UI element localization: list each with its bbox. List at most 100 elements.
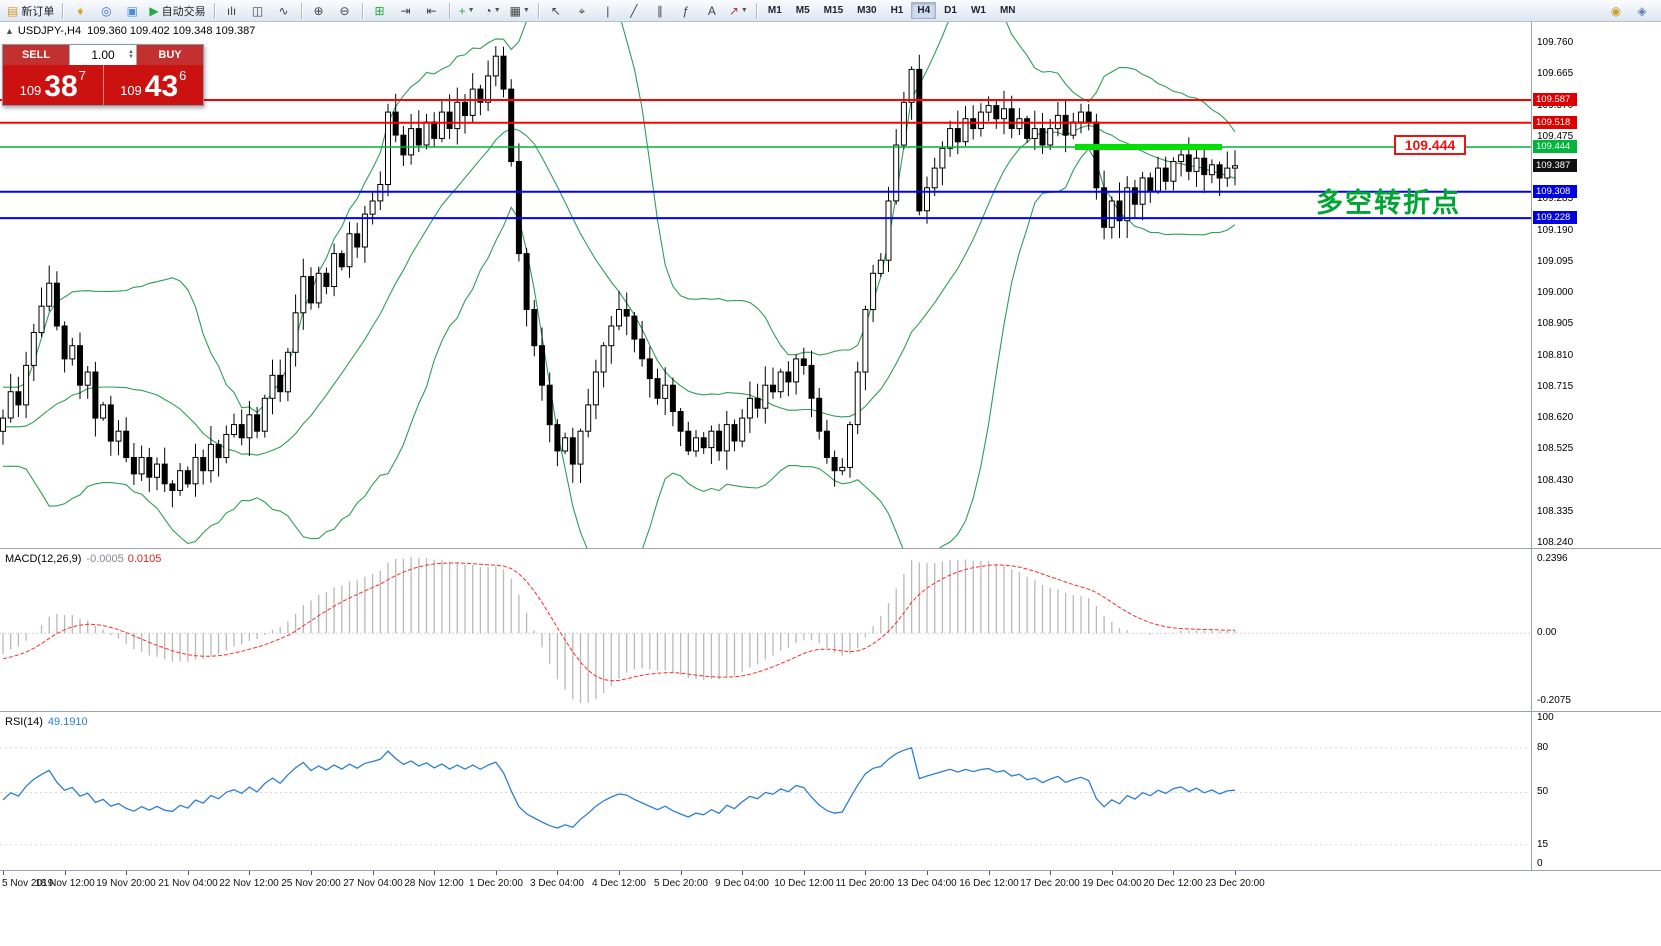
price-callout-label[interactable]: 109.444 bbox=[1394, 135, 1466, 155]
time-axis-label: 5 Dec 20:00 bbox=[654, 878, 708, 889]
ohlc-values: 109.360 109.402 109.348 109.387 bbox=[87, 25, 256, 37]
macd-value-signal: 0.0105 bbox=[127, 553, 162, 565]
time-tick bbox=[3, 871, 4, 875]
time-axis-label: 25 Nov 20:00 bbox=[281, 878, 341, 889]
time-axis-label: 1 Dec 20:00 bbox=[469, 878, 523, 889]
toolbar-separator bbox=[755, 2, 757, 19]
timeframe-H1[interactable]: H1 bbox=[890, 5, 904, 16]
crosshair-button[interactable]: ⌖ bbox=[571, 2, 593, 20]
cursor-icon: ↖ bbox=[550, 3, 561, 18]
time-tick bbox=[681, 871, 682, 875]
market-watch-icon: ♦ bbox=[77, 3, 84, 18]
rsi-axis-label: 50 bbox=[1537, 786, 1549, 797]
rsi-panel-canvas[interactable] bbox=[0, 712, 1531, 870]
chart-window: 109.760109.665109.570109.475109.285109.1… bbox=[0, 22, 1661, 946]
time-tick bbox=[1112, 871, 1113, 875]
price-tag-109.308: 109.308 bbox=[1533, 185, 1577, 198]
timeframe-M1[interactable]: M1 bbox=[767, 5, 782, 16]
auto-trading-button[interactable]: ▶ 自动交易 bbox=[147, 2, 207, 20]
price-axis-label: 108.430 bbox=[1537, 475, 1574, 486]
time-axis-label: 18 Nov 12:00 bbox=[35, 878, 95, 889]
price-axis-label: 108.335 bbox=[1537, 506, 1574, 517]
buy-button[interactable]: BUY bbox=[137, 45, 203, 65]
periods-button[interactable]: ◔ ▼ bbox=[482, 2, 504, 20]
price-axis-label: 108.240 bbox=[1537, 537, 1574, 548]
new-order-button[interactable]: ▤ 新订单 bbox=[5, 2, 56, 20]
templates-button[interactable]: ▦ ▼ bbox=[508, 2, 532, 20]
rsi-value: 49.1910 bbox=[47, 716, 88, 728]
chart-ohlc-header: ▲ USDJPY-,H4 109.360 109.402 109.348 109.3… bbox=[5, 25, 255, 37]
sell-button[interactable]: SELL bbox=[3, 45, 69, 65]
main-chart-canvas[interactable] bbox=[0, 22, 1531, 548]
macd-header: MACD(12,26,9) -0.0005 0.0105 bbox=[5, 553, 161, 565]
timeframe-H4[interactable]: H4 bbox=[911, 2, 937, 19]
time-axis-label: 17 Dec 20:00 bbox=[1020, 878, 1080, 889]
pivot-annotation-text[interactable]: 多空转折点 bbox=[1316, 188, 1461, 218]
time-tick bbox=[65, 871, 66, 875]
message-icon-button[interactable]: ◈ bbox=[1637, 4, 1647, 18]
price-axis-label: 108.620 bbox=[1537, 412, 1574, 423]
community-icon-button[interactable]: ◉ bbox=[1610, 4, 1622, 18]
cursor-button[interactable]: ↖ bbox=[545, 2, 567, 20]
time-tick bbox=[557, 871, 558, 875]
text-button[interactable]: A bbox=[701, 2, 723, 20]
time-axis: 5 Nov 2019 18 Nov 12:00 19 Nov 20:00 21 Nov… bbox=[0, 871, 1661, 946]
panel-separator[interactable] bbox=[0, 711, 1661, 712]
toolbar-right-icons: ◉ ◈ bbox=[1603, 2, 1655, 20]
navigator-button[interactable]: ◎ bbox=[95, 2, 117, 20]
price-axis-label: 109.665 bbox=[1537, 68, 1574, 79]
trade-panel-collapse-icon[interactable]: ▲ bbox=[5, 26, 14, 36]
chevron-down-icon: ▼ bbox=[493, 7, 501, 14]
tile-windows-button[interactable]: ⊞ bbox=[369, 2, 391, 20]
fibonacci-button[interactable]: ƒ bbox=[675, 2, 697, 20]
arrows-icon: ↗ bbox=[728, 3, 739, 18]
volume-spin-buttons[interactable]: ▲ ▼ bbox=[128, 49, 134, 60]
market-watch-button[interactable]: ♦ bbox=[69, 2, 91, 20]
price-axis-label: 109.475 bbox=[1537, 131, 1574, 142]
channel-button[interactable]: ∥ bbox=[649, 2, 671, 20]
timeframe-MN[interactable]: MN bbox=[999, 5, 1016, 16]
price-tag-109.518: 109.518 bbox=[1533, 116, 1577, 129]
panel-separator[interactable] bbox=[0, 548, 1661, 549]
time-tick bbox=[1173, 871, 1174, 875]
zoom-out-button[interactable]: ⊖ bbox=[334, 2, 356, 20]
arrows-button[interactable]: ↗ ▼ bbox=[727, 2, 750, 20]
auto-scroll-button[interactable]: ⇥ bbox=[395, 2, 417, 20]
chart-shift-button[interactable]: ⇤ bbox=[421, 2, 443, 20]
price-axis-label: 108.715 bbox=[1537, 381, 1574, 392]
terminal-button[interactable]: ▣ bbox=[121, 2, 143, 20]
vertical-line-button[interactable]: | bbox=[597, 2, 619, 20]
indicators-button[interactable]: + ▼ bbox=[456, 2, 478, 20]
time-axis-label: 21 Nov 04:00 bbox=[158, 878, 218, 889]
text-icon: A bbox=[707, 3, 716, 18]
macd-panel-canvas[interactable] bbox=[0, 549, 1531, 711]
time-tick bbox=[804, 871, 805, 875]
time-tick bbox=[188, 871, 189, 875]
zoom-in-button[interactable]: ⊕ bbox=[308, 2, 330, 20]
buy-price-button[interactable]: 109 43 6 bbox=[102, 65, 204, 105]
timeframe-D1[interactable]: D1 bbox=[944, 5, 957, 16]
trendline-button[interactable]: ╱ bbox=[623, 2, 645, 20]
chart-shift-icon: ⇤ bbox=[426, 3, 437, 18]
timeframe-M5[interactable]: M5 bbox=[795, 5, 810, 16]
time-tick bbox=[126, 871, 127, 875]
bar-chart-button[interactable]: ılı bbox=[221, 2, 243, 20]
macd-label: MACD(12,26,9) bbox=[5, 553, 82, 565]
sell-price-button[interactable]: 109 38 7 bbox=[3, 65, 103, 105]
time-axis-label: 28 Nov 12:00 bbox=[404, 878, 464, 889]
timeframe-M15[interactable]: M15 bbox=[823, 5, 844, 16]
timeframe-M30[interactable]: M30 bbox=[857, 5, 877, 16]
candlestick-chart-button[interactable]: ◫ bbox=[247, 2, 269, 20]
vertical-line-icon: | bbox=[606, 3, 610, 18]
line-chart-button[interactable]: ∿ bbox=[273, 2, 295, 20]
time-tick bbox=[1050, 871, 1051, 875]
periods-icon: ◔ bbox=[484, 3, 492, 18]
volume-stepper[interactable]: 1.00 ▲ ▼ bbox=[69, 45, 137, 65]
sell-price-big: 38 bbox=[44, 70, 78, 103]
price-axis-label: 108.810 bbox=[1537, 350, 1574, 361]
toolbar-separator bbox=[213, 2, 215, 19]
crosshair-icon: ⌖ bbox=[578, 3, 586, 18]
buy-price-prefix: 109 bbox=[120, 83, 142, 98]
timeframe-W1[interactable]: W1 bbox=[970, 5, 986, 16]
macd-axis-label: 0.2396 bbox=[1537, 553, 1568, 564]
